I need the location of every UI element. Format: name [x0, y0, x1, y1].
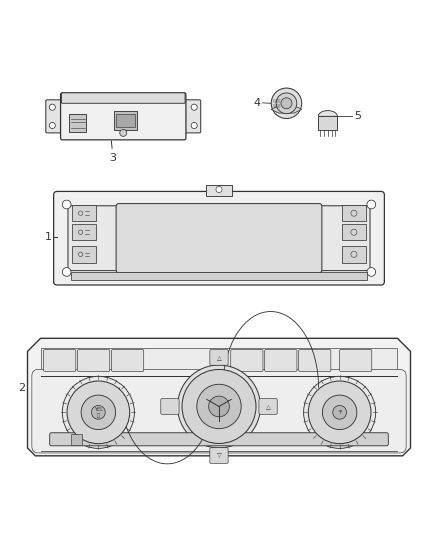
- Text: 4: 4: [253, 98, 260, 108]
- Bar: [69, 114, 86, 132]
- Bar: [72, 246, 96, 263]
- FancyBboxPatch shape: [46, 100, 66, 133]
- Circle shape: [191, 123, 197, 128]
- Bar: [71, 272, 367, 280]
- FancyBboxPatch shape: [44, 350, 76, 372]
- FancyBboxPatch shape: [161, 399, 179, 414]
- Polygon shape: [271, 106, 302, 113]
- Circle shape: [304, 376, 376, 448]
- Circle shape: [120, 130, 127, 136]
- Circle shape: [81, 395, 116, 430]
- FancyBboxPatch shape: [299, 350, 331, 372]
- Bar: [41, 348, 397, 374]
- Circle shape: [49, 104, 55, 110]
- Circle shape: [308, 381, 371, 443]
- Circle shape: [197, 384, 241, 429]
- FancyBboxPatch shape: [112, 350, 144, 372]
- Circle shape: [271, 88, 302, 118]
- FancyBboxPatch shape: [339, 350, 372, 372]
- Bar: [72, 205, 96, 221]
- Polygon shape: [28, 338, 410, 456]
- Bar: [342, 205, 366, 221]
- FancyBboxPatch shape: [49, 433, 389, 446]
- Bar: [342, 246, 366, 263]
- Bar: [206, 185, 232, 196]
- Circle shape: [367, 268, 376, 276]
- Circle shape: [276, 93, 297, 114]
- FancyBboxPatch shape: [210, 448, 228, 463]
- Circle shape: [49, 123, 55, 128]
- FancyBboxPatch shape: [78, 350, 110, 372]
- Bar: [71, 434, 82, 445]
- Text: °F: °F: [337, 410, 342, 415]
- Circle shape: [67, 381, 130, 443]
- Bar: [116, 114, 135, 127]
- FancyBboxPatch shape: [265, 350, 297, 372]
- Circle shape: [177, 365, 261, 448]
- Circle shape: [333, 406, 346, 419]
- FancyBboxPatch shape: [60, 93, 186, 140]
- FancyBboxPatch shape: [231, 350, 263, 372]
- Circle shape: [62, 200, 71, 209]
- Text: △: △: [217, 355, 221, 360]
- Polygon shape: [318, 111, 337, 116]
- Circle shape: [216, 187, 222, 192]
- Bar: [72, 224, 96, 240]
- Text: YEL
⏻: YEL ⏻: [94, 407, 103, 418]
- FancyBboxPatch shape: [61, 93, 185, 103]
- FancyBboxPatch shape: [210, 350, 228, 365]
- Text: 5: 5: [354, 111, 361, 122]
- Circle shape: [191, 104, 197, 110]
- Circle shape: [92, 406, 105, 419]
- Text: 3: 3: [109, 154, 116, 163]
- Circle shape: [322, 395, 357, 430]
- FancyBboxPatch shape: [181, 100, 201, 133]
- Circle shape: [62, 376, 134, 448]
- FancyBboxPatch shape: [32, 369, 406, 453]
- Circle shape: [281, 98, 292, 109]
- Bar: [318, 116, 337, 130]
- Bar: [113, 111, 138, 130]
- Circle shape: [367, 200, 376, 209]
- Text: 2: 2: [18, 383, 25, 393]
- Text: ▽: ▽: [217, 453, 221, 458]
- Circle shape: [62, 268, 71, 276]
- FancyBboxPatch shape: [116, 204, 322, 273]
- FancyBboxPatch shape: [53, 191, 385, 285]
- Bar: [342, 224, 366, 240]
- Text: 1: 1: [44, 232, 51, 242]
- Circle shape: [208, 396, 230, 417]
- Text: △: △: [266, 404, 270, 409]
- Circle shape: [182, 369, 256, 443]
- FancyBboxPatch shape: [68, 206, 370, 271]
- FancyBboxPatch shape: [259, 399, 277, 414]
